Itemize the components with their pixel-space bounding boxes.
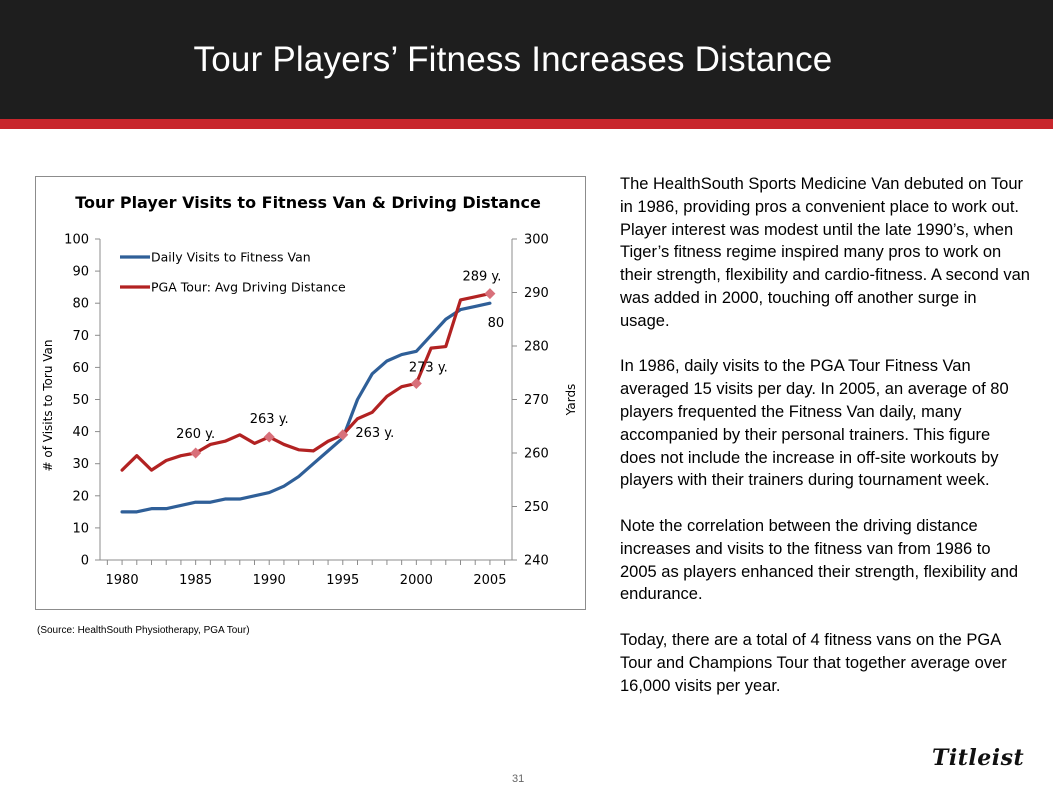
y-tick-label: 100: [64, 233, 89, 248]
y-tick-label: 80: [72, 297, 89, 312]
distance-marker: [337, 429, 349, 441]
distance-marker: [484, 288, 496, 300]
data-label: 263 y.: [355, 426, 394, 441]
x-tick-label: 2000: [400, 573, 433, 588]
data-label: 289 y.: [462, 270, 501, 285]
paragraph: Today, there are a total of 4 fitness va…: [620, 630, 1007, 695]
paragraph: The HealthSouth Sports Medicine Van debu…: [620, 175, 1030, 330]
accent-stripe: [0, 119, 1053, 129]
y-tick-label: 10: [72, 521, 89, 536]
x-tick-label: 1985: [179, 573, 212, 588]
data-label: 260 y.: [176, 427, 215, 442]
x-tick-label: 1990: [253, 573, 286, 588]
slide-title: Tour Players’ Fitness Increases Distance: [193, 40, 833, 79]
dual-axis-line-chart: Tour Player Visits to Fitness Van & Driv…: [41, 193, 578, 588]
y-tick-label: 60: [72, 361, 89, 376]
title-bar: Tour Players’ Fitness Increases Distance: [0, 0, 1053, 119]
x-tick-label: 1980: [106, 573, 139, 588]
distance-marker: [263, 431, 275, 443]
legend-label: PGA Tour: Avg Driving Distance: [151, 280, 346, 295]
y-tick-label: 90: [72, 265, 89, 280]
x-tick-label: 2005: [473, 573, 506, 588]
y2-tick-label: 270: [524, 393, 549, 408]
x-tick-label: 1995: [326, 573, 359, 588]
y-tick-label: 0: [81, 554, 89, 569]
paragraph: Note the correlation between the driving…: [620, 516, 1019, 604]
description-text: The HealthSouth Sports Medicine Van debu…: [620, 173, 1030, 720]
distance-marker: [410, 377, 422, 389]
y2-tick-label: 250: [524, 500, 549, 515]
y2-tick-label: 260: [524, 447, 549, 462]
y2-tick-label: 300: [524, 233, 549, 248]
page-number: 31: [512, 773, 525, 785]
y2-tick-label: 280: [524, 340, 549, 355]
y-tick-label: 20: [72, 489, 89, 504]
data-label: 273 y.: [409, 360, 448, 375]
data-label: 80: [488, 316, 505, 331]
y2-axis-title: Yards: [564, 384, 578, 417]
chart-frame: Tour Player Visits to Fitness Van & Driv…: [35, 176, 586, 610]
data-label: 263 y.: [250, 412, 289, 427]
y-tick-label: 30: [72, 457, 89, 472]
y2-tick-label: 290: [524, 286, 549, 301]
y2-tick-label: 240: [524, 554, 549, 569]
distance-marker: [190, 447, 202, 459]
distance-series-line: [120, 291, 492, 472]
y-tick-label: 50: [72, 393, 89, 408]
legend-label: Daily Visits to Fitness Van: [151, 250, 311, 265]
y-tick-label: 70: [72, 329, 89, 344]
titleist-logo: Titleist: [932, 745, 1025, 771]
y-axis-title: # of Visits to Toru Van: [41, 340, 55, 472]
visits-series-line: [120, 301, 492, 514]
y-tick-label: 40: [72, 425, 89, 440]
paragraph: In 1986, daily visits to the PGA Tour Fi…: [620, 357, 1009, 490]
chart-title: Tour Player Visits to Fitness Van & Driv…: [75, 193, 541, 212]
chart-source: (Source: HealthSouth Physiotherapy, PGA …: [37, 625, 250, 636]
